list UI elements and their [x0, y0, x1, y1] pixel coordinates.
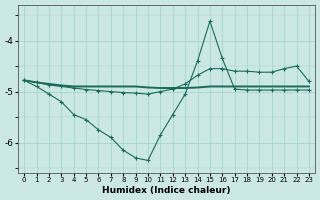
X-axis label: Humidex (Indice chaleur): Humidex (Indice chaleur)	[102, 186, 231, 195]
